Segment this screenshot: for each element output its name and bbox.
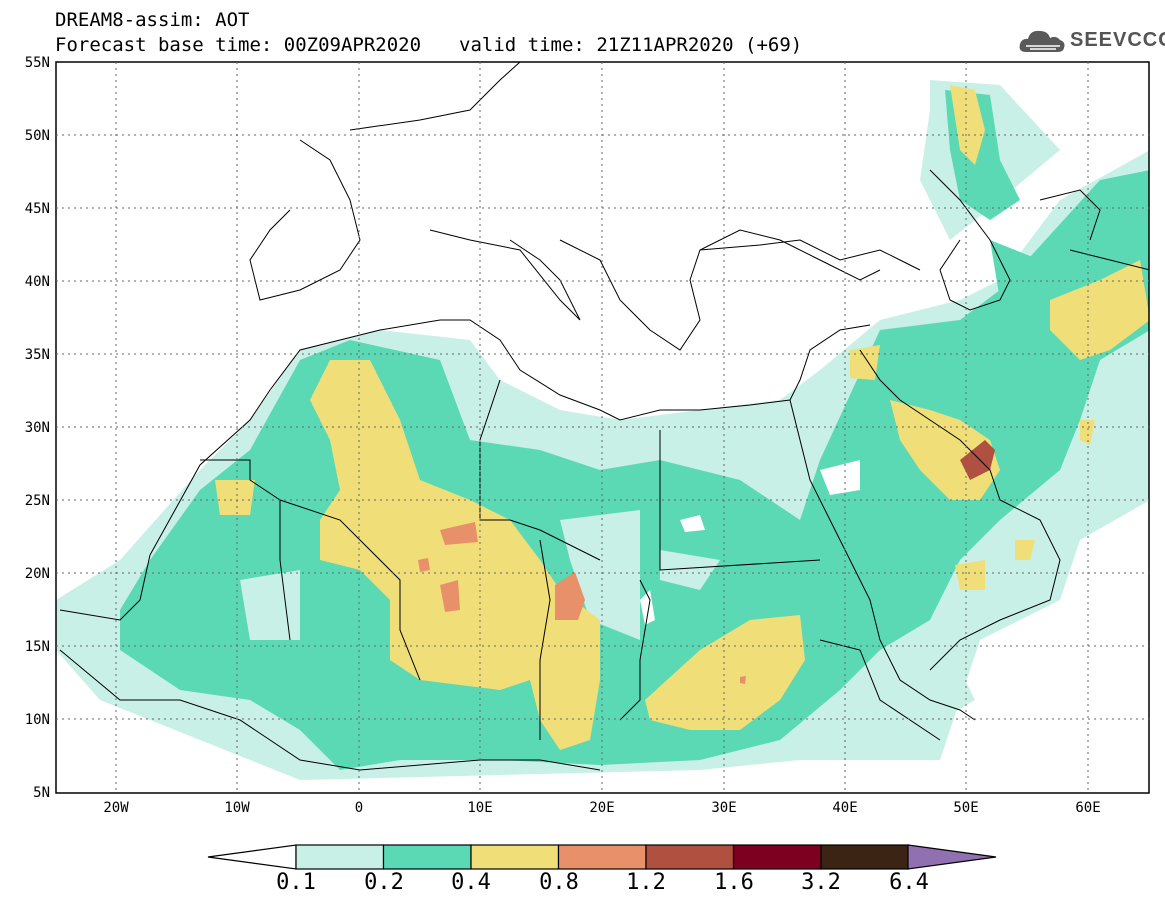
y-tick-label: 20N [25,566,50,582]
x-tick-label: 10W [224,800,250,816]
colorbar-label: 0.1 [276,870,316,895]
colorbar-bin [295,844,385,870]
colorbar-label: 0.2 [364,870,404,895]
colorbar-bin [557,844,647,870]
y-tick-label: 55N [25,55,50,71]
y-tick-label: 35N [25,347,50,363]
colorbar-label: 3.2 [801,870,841,895]
aot-field [56,80,1149,780]
x-tick-label: 20W [103,800,129,816]
graticule [56,62,1149,793]
colorbar-label: 0.8 [539,870,579,895]
colorbar [207,844,997,870]
y-axis: 55N 50N 45N 40N 35N 30N 25N 20N 15N 10N … [25,55,50,801]
base-time: Forecast base time: 00Z09APR2020 [55,34,422,56]
cloud-icon [1019,30,1065,52]
colorbar-bin [382,844,472,870]
x-tick-label: 20E [589,800,614,816]
x-tick-label: 50E [953,800,978,816]
map-title: DREAM8-assim: AOT [55,9,250,31]
seevccc-logo: SEEVCCC [1018,24,1165,60]
y-tick-label: 15N [25,639,50,655]
y-tick-label: 5N [33,785,50,801]
y-tick-label: 50N [25,128,50,144]
y-tick-label: 45N [25,201,50,217]
colorbar-high-arrow [907,844,997,870]
x-tick-label: 10E [467,800,492,816]
x-tick-label: 60E [1075,800,1100,816]
colorbar-bin [645,844,735,870]
colorbar-bin [732,844,822,870]
y-tick-label: 25N [25,493,50,509]
x-tick-label: 30E [711,800,736,816]
colorbar-bin [470,844,560,870]
valid-time: valid time: 21Z11APR2020 (+69) [459,34,803,56]
time-info: Forecast base time: 00Z09APR2020 valid ti… [55,34,802,56]
colorbar-label: 1.2 [626,870,666,895]
colorbar-label: 6.4 [889,870,929,895]
x-tick-label: 40E [832,800,857,816]
logo-text: SEEVCCC [1070,29,1165,51]
colorbar-low-arrow [207,844,297,870]
colorbar-bin [820,844,910,870]
colorbar-label: 1.6 [714,870,754,895]
y-tick-label: 40N [25,274,50,290]
y-tick-label: 30N [25,420,50,436]
x-tick-label: 0 [355,800,363,816]
y-tick-label: 10N [25,712,50,728]
colorbar-label: 0.4 [451,870,491,895]
x-axis: 20W 10W 0 10E 20E 30E 40E 50E 60E [103,800,1100,816]
